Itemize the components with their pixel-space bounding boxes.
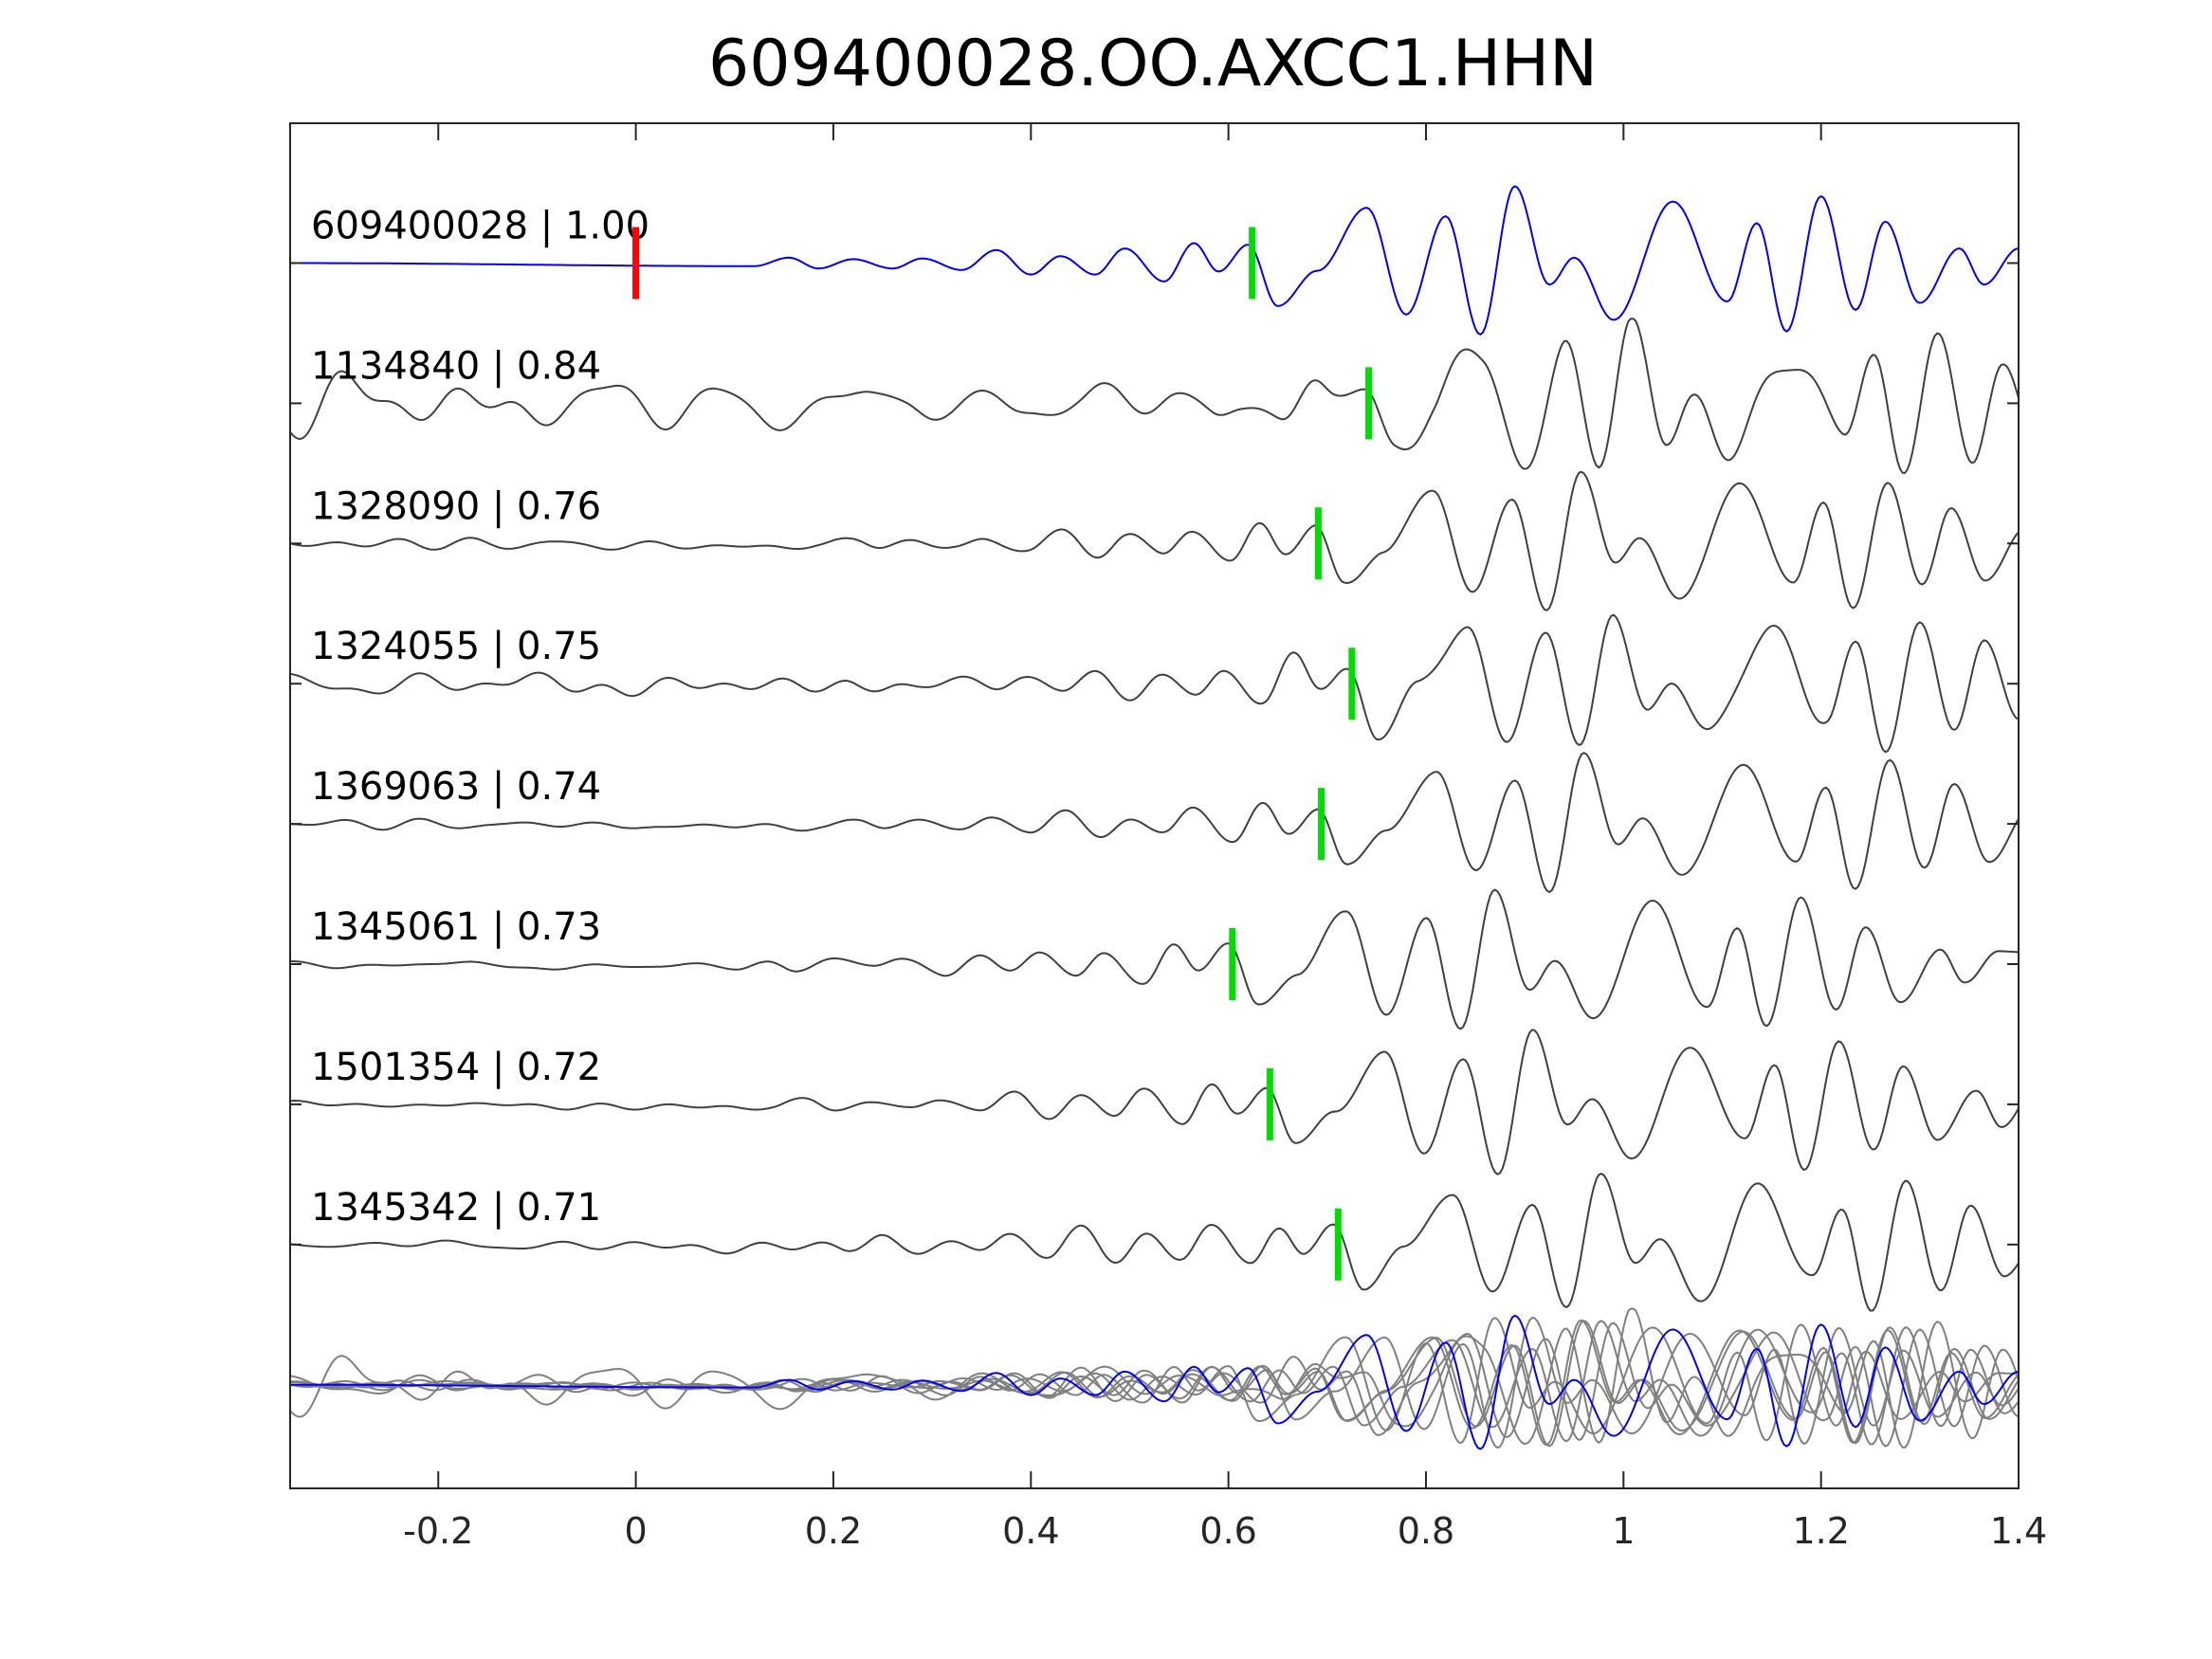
trace-label: 1501354 | 0.72 — [311, 1046, 601, 1089]
stack-line-1501354 — [289, 1316, 2020, 1449]
trace-line-1501354 — [289, 1029, 2020, 1176]
x-ticks: -0.2 0 0.2 0.4 0.6 0.8 1 1.2 1.4 — [403, 123, 2047, 1552]
picks-layer — [632, 227, 1373, 1281]
trace-label: 1134840 | 0.84 — [311, 344, 601, 388]
x-tick-label: 0 — [625, 1510, 648, 1552]
trace-line-1324055 — [289, 613, 2020, 754]
x-tick-label: 1.4 — [1990, 1510, 2047, 1552]
x-tick-label: 0.2 — [805, 1510, 862, 1552]
trace-label: 1345342 | 0.71 — [311, 1186, 601, 1230]
trace-line-1369063 — [289, 751, 2020, 894]
trace-label: 1328090 | 0.76 — [311, 484, 601, 528]
trace-line-609400028 — [290, 185, 2020, 336]
trace-label: 1369063 | 0.74 — [311, 765, 601, 809]
x-tick-label: 1.2 — [1792, 1510, 1849, 1552]
stack-line-1345342 — [289, 1320, 2020, 1446]
trace-labels: 609400028 | 1.00 1134840 | 0.84 1328090 | … — [311, 205, 649, 1230]
x-tick-label: -0.2 — [403, 1510, 473, 1552]
traces-layer — [289, 185, 2020, 1450]
trace-label: 1324055 | 0.75 — [311, 625, 601, 668]
axes-box — [289, 122, 2020, 1489]
stack-line-1324055 — [289, 1322, 2020, 1448]
chart-title: 609400028.OO.AXCC1.HHN — [708, 27, 1598, 101]
stack-line-master — [290, 1314, 2020, 1450]
x-tick-label: 1 — [1612, 1510, 1635, 1552]
trace-label: 609400028 | 1.00 — [311, 205, 649, 248]
trace-label: 1345061 | 0.73 — [311, 905, 601, 949]
x-tick-label: 0.6 — [1199, 1510, 1256, 1552]
trace-line-1328090 — [289, 470, 2020, 611]
x-tick-label: 0.8 — [1398, 1510, 1454, 1552]
trace-line-1345342 — [289, 1172, 2020, 1312]
trace-line-1134840 — [289, 318, 2020, 474]
x-tick-label: 0.4 — [1002, 1510, 1059, 1552]
trace-line-1345061 — [289, 888, 2020, 1030]
